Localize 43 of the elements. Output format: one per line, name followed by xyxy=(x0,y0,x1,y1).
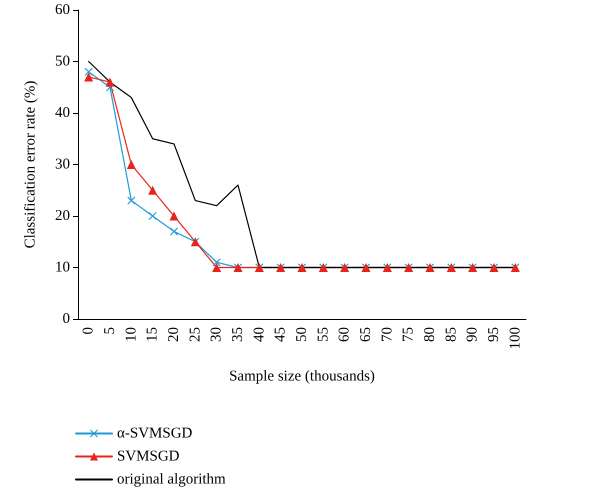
x-tick-label: 65 xyxy=(358,327,374,342)
x-tick-label: 95 xyxy=(486,327,502,342)
x-tick-label: 30 xyxy=(208,327,225,342)
point xyxy=(126,160,136,169)
x-tick-label: 15 xyxy=(144,327,161,342)
x-tick-label: 40 xyxy=(251,327,268,342)
x-tick-label: 60 xyxy=(336,327,353,342)
point xyxy=(84,68,93,76)
x-tick-label: 0 xyxy=(80,327,97,334)
legend-label: original algorithm xyxy=(117,472,226,488)
x-tick-label: 50 xyxy=(294,327,310,342)
x-tick-label: 75 xyxy=(400,327,417,342)
point xyxy=(212,258,221,266)
x-tick-label: 25 xyxy=(187,327,204,342)
x-tick-label: 85 xyxy=(443,327,460,342)
x-tick-label: 20 xyxy=(166,327,182,342)
y-tick-label: 40 xyxy=(55,105,70,121)
y-tick-label: 20 xyxy=(55,208,70,224)
point xyxy=(212,263,222,272)
y-tick-label: 50 xyxy=(55,54,70,70)
x-tick-label: 80 xyxy=(422,327,438,342)
point xyxy=(127,196,136,205)
y-tick-label: 10 xyxy=(55,260,70,276)
y-axis-title: Classification error rate (%) xyxy=(22,80,38,248)
point xyxy=(170,212,178,220)
x-axis-title: Sample size (thousands) xyxy=(229,368,375,384)
point xyxy=(148,212,157,220)
x-tick-label: 90 xyxy=(464,327,481,342)
x-tick-label: 100 xyxy=(507,327,524,350)
x-tick-label: 45 xyxy=(272,327,289,342)
point xyxy=(106,78,114,87)
point xyxy=(148,186,158,195)
x-tick-label: 55 xyxy=(315,327,332,342)
point xyxy=(84,72,94,82)
y-tick-label: 60 xyxy=(55,2,70,18)
y-tick-label: 30 xyxy=(55,156,70,172)
point xyxy=(170,227,178,236)
x-tick-label: 70 xyxy=(379,327,396,342)
x-tick-label: 5 xyxy=(102,327,118,334)
x-tick-label: 10 xyxy=(123,327,140,342)
legend-label: SVMSGD xyxy=(117,448,180,464)
x-tick-label: 35 xyxy=(230,327,246,342)
legend-label: α-SVMSGD xyxy=(117,426,193,442)
